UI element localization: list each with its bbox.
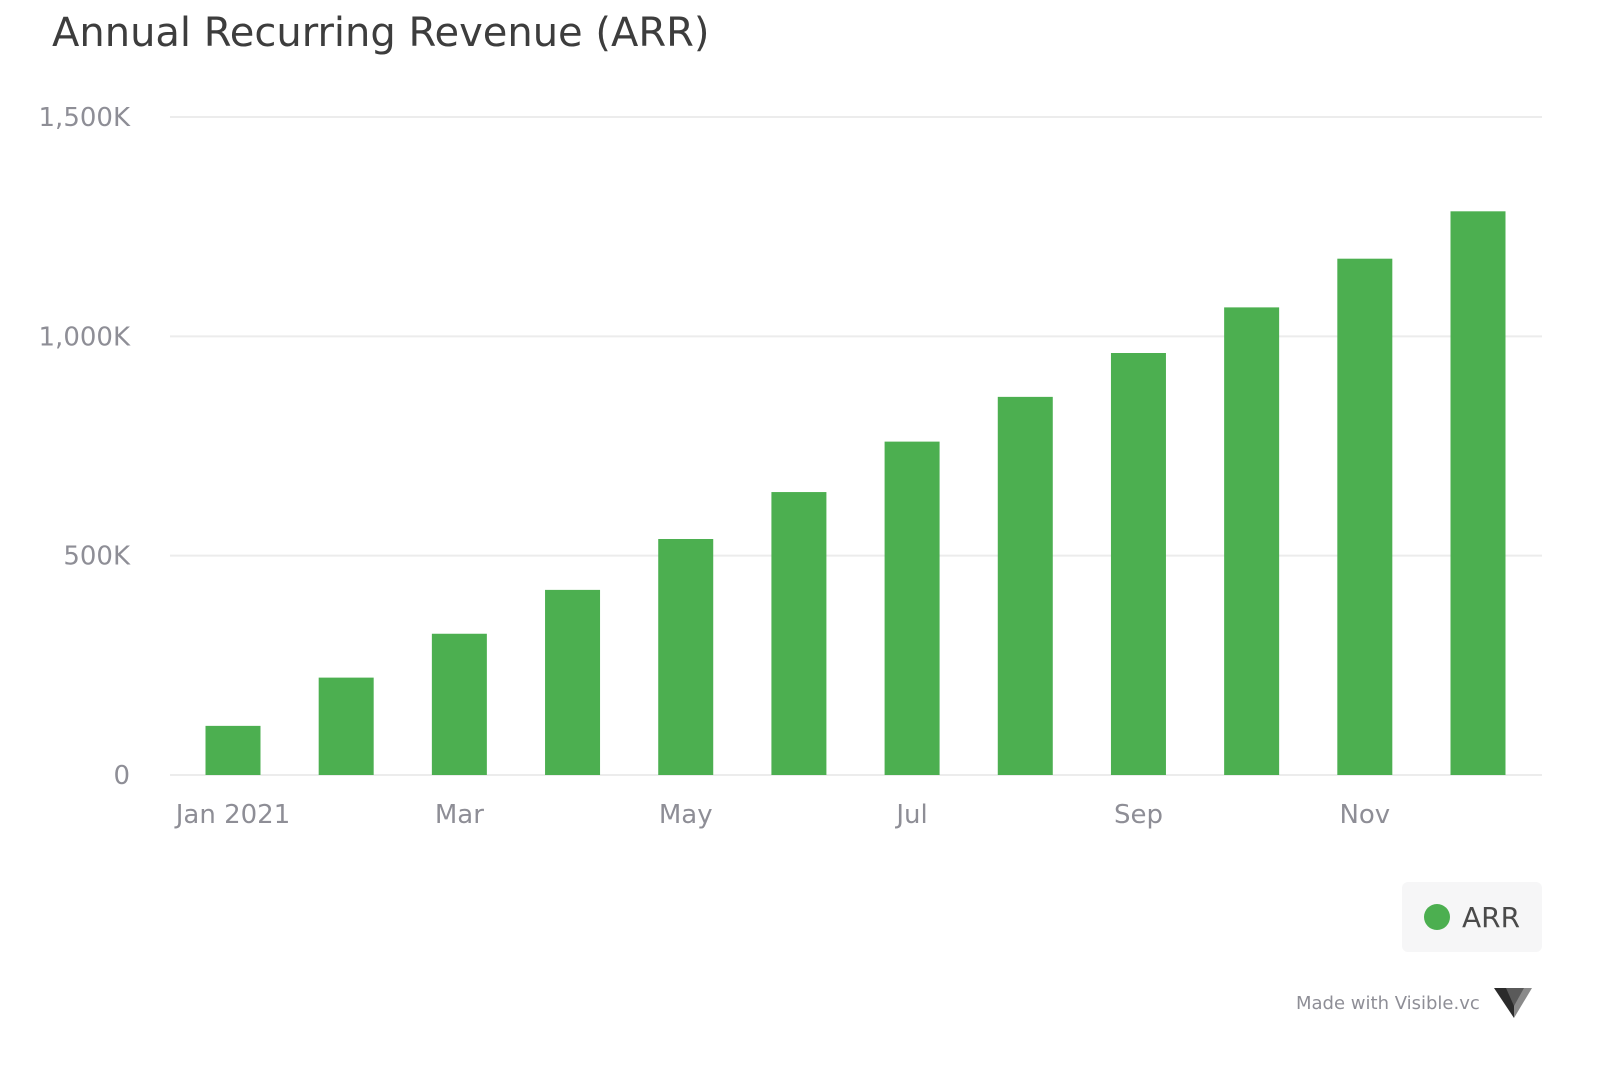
y-tick-label: 0 (113, 761, 130, 791)
bar-jul[interactable] (884, 441, 940, 775)
bar-dec[interactable] (1450, 211, 1506, 775)
gridlines (170, 116, 1542, 776)
bar-feb[interactable] (318, 677, 374, 775)
bar-jan-2021[interactable] (205, 725, 261, 775)
x-tick-label: Sep (1114, 800, 1163, 830)
y-tick-label: 1,000K (39, 322, 131, 352)
bar-apr[interactable] (545, 589, 601, 775)
bar-mar[interactable] (431, 633, 487, 775)
chart-title: Annual Recurring Revenue (ARR) (52, 10, 710, 56)
bar-aug[interactable] (997, 396, 1053, 775)
x-tick-label: Jul (894, 800, 927, 830)
x-tick-label: Mar (435, 800, 484, 830)
x-tick-label: May (659, 800, 713, 830)
y-axis-ticks: 0 500K 1,000K 1,500K (39, 103, 131, 791)
visible-logo-icon (1493, 988, 1532, 1018)
x-tick-label: Jan 2021 (174, 800, 291, 830)
bar-nov[interactable] (1337, 258, 1393, 775)
credit[interactable]: Made with Visible.vc (1296, 986, 1534, 1020)
bar-oct[interactable] (1224, 307, 1280, 775)
legend-swatch (1423, 904, 1450, 930)
bar-sep[interactable] (1110, 353, 1166, 775)
credit-text: Made with Visible.vc (1296, 992, 1480, 1014)
legend[interactable]: ARR (1402, 882, 1542, 952)
x-tick-label: Nov (1339, 800, 1390, 830)
legend-label-arr: ARR (1461, 900, 1521, 934)
bar-jun[interactable] (771, 492, 827, 775)
bar-may[interactable] (658, 538, 714, 775)
y-tick-label: 500K (63, 542, 131, 572)
x-axis-ticks: Jan 2021 Mar May Jul Sep Nov (174, 800, 1390, 830)
bars (205, 211, 1506, 775)
y-tick-label: 1,500K (39, 103, 131, 133)
